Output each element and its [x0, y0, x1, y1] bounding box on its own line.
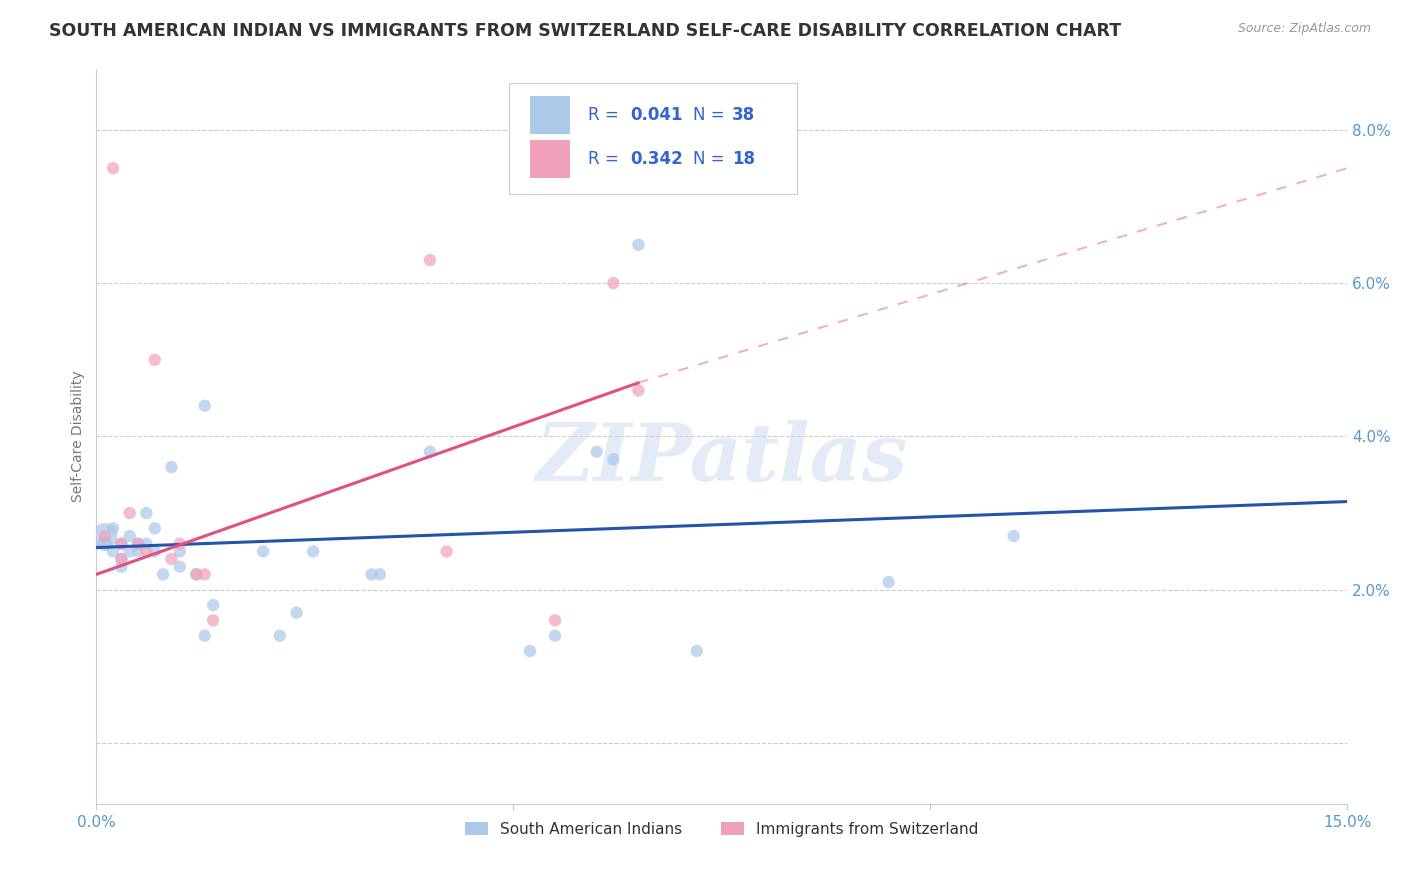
Point: [285, 606, 308, 620]
Point: [110, 537, 132, 551]
Point: [419, 253, 441, 268]
Point: [143, 544, 166, 558]
Text: R =: R =: [588, 106, 624, 124]
Text: 18: 18: [731, 150, 755, 168]
Y-axis label: Self-Care Disability: Self-Care Disability: [72, 370, 86, 502]
Point: [194, 567, 217, 582]
Point: [93, 537, 115, 551]
Point: [135, 506, 157, 520]
Text: 0.041: 0.041: [630, 106, 683, 124]
Point: [118, 529, 141, 543]
Text: ZIPatlas: ZIPatlas: [536, 420, 908, 497]
Point: [544, 613, 567, 627]
Legend: South American Indians, Immigrants from Switzerland: South American Indians, Immigrants from …: [458, 814, 986, 845]
Point: [135, 544, 157, 558]
Point: [160, 552, 183, 566]
Text: N =: N =: [693, 150, 730, 168]
Point: [360, 567, 382, 582]
Point: [160, 460, 183, 475]
Point: [186, 567, 208, 582]
Text: 0.342: 0.342: [630, 150, 683, 168]
FancyBboxPatch shape: [530, 140, 571, 178]
Text: N =: N =: [693, 106, 730, 124]
Point: [143, 352, 166, 367]
Point: [169, 544, 191, 558]
Point: [585, 444, 607, 458]
Point: [627, 237, 650, 252]
Point: [110, 552, 132, 566]
Point: [101, 544, 124, 558]
Point: [110, 552, 132, 566]
FancyBboxPatch shape: [509, 83, 797, 194]
Point: [269, 629, 291, 643]
Text: R =: R =: [588, 150, 624, 168]
Point: [1002, 529, 1025, 543]
Point: [127, 537, 149, 551]
Point: [110, 559, 132, 574]
Text: SOUTH AMERICAN INDIAN VS IMMIGRANTS FROM SWITZERLAND SELF-CARE DISABILITY CORREL: SOUTH AMERICAN INDIAN VS IMMIGRANTS FROM…: [49, 22, 1122, 40]
Point: [627, 384, 650, 398]
Point: [602, 452, 624, 467]
Point: [419, 444, 441, 458]
Point: [93, 529, 115, 543]
Point: [118, 506, 141, 520]
Point: [118, 544, 141, 558]
Point: [101, 521, 124, 535]
Point: [93, 529, 115, 543]
Point: [686, 644, 709, 658]
Point: [436, 544, 458, 558]
Point: [368, 567, 391, 582]
Text: 38: 38: [731, 106, 755, 124]
Point: [202, 598, 225, 612]
Point: [169, 559, 191, 574]
Point: [302, 544, 325, 558]
Point: [169, 537, 191, 551]
Point: [194, 399, 217, 413]
Point: [602, 276, 624, 290]
Text: Source: ZipAtlas.com: Source: ZipAtlas.com: [1237, 22, 1371, 36]
Point: [135, 537, 157, 551]
FancyBboxPatch shape: [530, 95, 571, 134]
Point: [544, 629, 567, 643]
Point: [143, 521, 166, 535]
Point: [101, 161, 124, 176]
Point: [186, 567, 208, 582]
Point: [194, 629, 217, 643]
Point: [202, 613, 225, 627]
Point: [127, 544, 149, 558]
Point: [152, 567, 174, 582]
Point: [110, 537, 132, 551]
Point: [127, 537, 149, 551]
Point: [252, 544, 274, 558]
Point: [519, 644, 541, 658]
Point: [877, 575, 900, 590]
